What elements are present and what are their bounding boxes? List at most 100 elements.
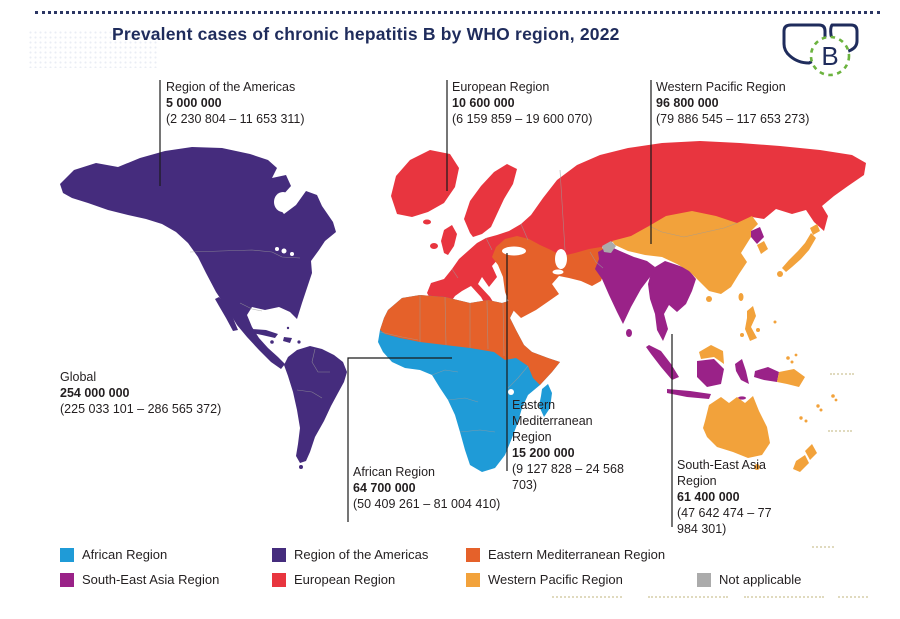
dashed-circle-icon	[809, 35, 851, 77]
annotation-range: (225 033 101 – 286 565 372)	[60, 402, 222, 416]
black-sea	[502, 246, 526, 256]
annotation-value: 5 000 000	[166, 96, 222, 110]
legend-label: South-East Asia Region	[82, 572, 220, 587]
decorative-dash	[828, 430, 852, 432]
legend-swatch-not-applicable	[697, 572, 711, 587]
great-lakes	[281, 248, 287, 254]
hainan	[706, 296, 712, 302]
annotation-region-name: Global	[60, 370, 97, 384]
top-dotted-rule	[35, 11, 880, 14]
hispaniola	[283, 337, 292, 343]
iceland	[423, 219, 431, 225]
java	[667, 389, 711, 399]
greenland	[391, 150, 459, 217]
leader-line-african	[347, 357, 452, 522]
legend-swatch-african	[60, 547, 74, 562]
borneo-north	[699, 345, 724, 364]
water-bodies	[274, 192, 567, 395]
decorative-dash	[744, 596, 824, 598]
logo-letter-b: B	[821, 41, 838, 71]
annotation-range: (6 159 859 – 19 600 070)	[452, 112, 593, 126]
annotation-value: 64 700 000	[353, 481, 416, 495]
japan-honshu	[782, 233, 816, 272]
legend-label: Region of the Americas	[294, 547, 429, 562]
new-guinea-west	[754, 367, 779, 382]
decorative-dash	[648, 596, 728, 598]
annotation-region-name: Region of the Americas	[166, 80, 296, 94]
legend-swatch-south-east-asia	[60, 572, 74, 587]
not-applicable-territory	[602, 241, 616, 253]
annotation-region-name: South-East Asia Region	[677, 458, 766, 488]
caspian-sea	[555, 249, 567, 269]
madagascar	[539, 384, 552, 417]
annotation-value: 15 200 000	[512, 446, 575, 460]
annotation-americas: Region of the Americas 5 000 000 (2 230 …	[166, 79, 305, 127]
region-not-applicable	[602, 241, 616, 253]
annotation-region-name: African Region	[353, 465, 435, 479]
country-borders	[189, 169, 738, 433]
europe-russia	[427, 141, 866, 311]
legend-label: African Region	[82, 547, 168, 562]
annotation-european: European Region 10 600 000 (6 159 859 – …	[452, 79, 592, 127]
timor	[738, 396, 746, 400]
annotation-range: (79 886 545 – 117 653 273)	[656, 112, 810, 126]
new-guinea-east	[777, 369, 805, 387]
south-korea	[757, 241, 768, 254]
australia	[703, 396, 770, 458]
annotation-value: 96 800 000	[656, 96, 719, 110]
legend-label: Not applicable	[719, 572, 802, 587]
decorative-dash	[812, 546, 834, 548]
annotation-value: 61 400 000	[677, 490, 740, 504]
legend-item-not-applicable: Not applicable	[697, 572, 801, 587]
taiwan	[738, 293, 744, 301]
annotation-global: Global 254 000 000 (225 033 101 – 286 56…	[60, 369, 221, 417]
annotation-region-name: Western Pacific Region	[656, 80, 786, 94]
region-south-east-asia	[595, 227, 779, 400]
annotation-region-name: European Region	[452, 80, 550, 94]
halftone-decoration	[28, 30, 158, 68]
annotation-value: 254 000 000	[60, 386, 130, 400]
tasmania	[754, 464, 760, 470]
region-western-pacific	[612, 211, 838, 472]
mainland-south-east-asia	[648, 261, 696, 341]
decorative-dash	[552, 596, 622, 598]
annotation-region-name: Eastern Mediterranean Region	[512, 398, 593, 444]
china-mongolia	[612, 211, 758, 294]
annotation-range: (47 642 474 – 77 984 301)	[677, 506, 772, 536]
annotation-value: 10 600 000	[452, 96, 515, 110]
decorative-dash	[838, 596, 868, 598]
united-kingdom	[441, 225, 457, 255]
legend-label: European Region	[294, 572, 396, 587]
annotation-range: (2 230 804 – 11 653 311)	[166, 112, 305, 126]
leader-lines	[159, 80, 673, 527]
japan-hokkaido	[810, 224, 820, 235]
baja-california	[215, 297, 238, 331]
hudson-bay	[274, 192, 292, 212]
sulawesi	[735, 359, 749, 384]
south-america	[284, 346, 347, 463]
legend-item-eastern-mediterranean: Eastern Mediterranean Region	[466, 547, 665, 562]
legend-swatch-western-pacific	[466, 572, 480, 587]
legend-swatch-european	[272, 572, 286, 587]
legend-label: Eastern Mediterranean Region	[488, 547, 666, 562]
annotation-range: (9 127 828 – 24 568 703)	[512, 462, 624, 492]
cuba	[252, 329, 278, 338]
philippines	[745, 306, 757, 341]
north-america	[60, 147, 336, 369]
annotation-western-pacific: Western Pacific Region 96 800 000 (79 88…	[656, 79, 809, 127]
legend-label: Western Pacific Region	[488, 572, 623, 587]
japan-kyushu	[777, 271, 783, 277]
decorative-dash	[830, 373, 854, 375]
legend-item-south-east-asia: South-East Asia Region	[60, 572, 219, 587]
india	[595, 246, 655, 324]
region-americas	[60, 147, 347, 469]
legend-swatch-americas	[272, 547, 286, 562]
persian-gulf	[552, 269, 564, 275]
legend-item-european: European Region	[272, 572, 395, 587]
liver-icon: B	[782, 23, 859, 77]
scandinavia	[464, 164, 517, 237]
annotation-south-east-asia: South-East Asia Region 61 400 000 (47 64…	[677, 457, 789, 537]
sumatra	[646, 345, 679, 380]
